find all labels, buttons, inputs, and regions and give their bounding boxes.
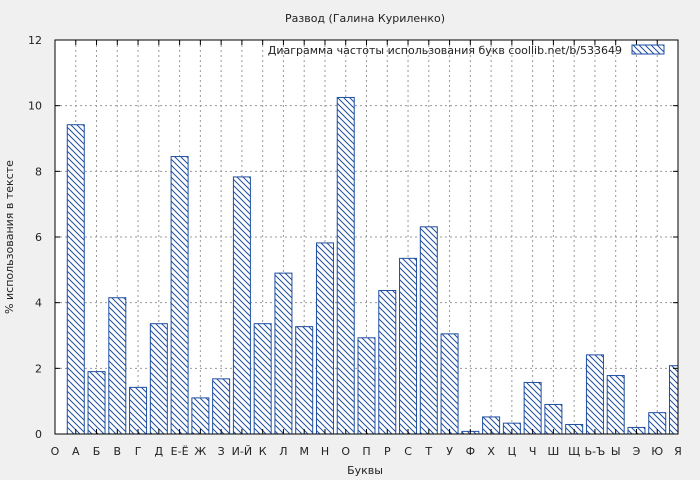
x-tick-label: Ж: [194, 445, 206, 458]
bar: [669, 365, 679, 435]
bar: [253, 323, 272, 435]
x-tick-label: К: [259, 445, 267, 458]
bar: [336, 96, 355, 435]
bar: [440, 333, 459, 435]
x-tick-label: Р: [384, 445, 391, 458]
bar: [129, 386, 148, 435]
x-tick-label: П: [362, 445, 370, 458]
bar: [149, 323, 168, 435]
bar: [378, 290, 397, 435]
x-tick-label: Б: [93, 445, 101, 458]
bar: [108, 297, 127, 435]
y-tick-label: 0: [35, 428, 42, 441]
bars: [66, 96, 679, 435]
x-tick-label: О: [51, 445, 60, 458]
x-tick-label: У: [446, 445, 453, 458]
x-axis-label: Буквы: [347, 464, 383, 477]
x-tick-label: М: [299, 445, 309, 458]
bar: [191, 397, 210, 435]
chart-title: Развод (Галина Куриленко): [285, 12, 445, 25]
x-tick-label: Ш: [548, 445, 560, 458]
x-tick-label: Э: [633, 445, 641, 458]
bar: [295, 326, 314, 435]
x-tick-label: Х: [487, 445, 495, 458]
bar: [170, 156, 189, 435]
x-tick-label: Ц: [508, 445, 517, 458]
bar: [274, 272, 293, 435]
bar: [232, 176, 251, 435]
bar: [419, 226, 438, 435]
y-tick-label: 2: [35, 362, 42, 375]
y-axis-label: % использования в тексте: [3, 160, 16, 314]
x-axis: О А Б В Г Д Е-Ё Ж З И-Й К Л М Н О П Р С Т У Ф Х Ц Ч Ш Щ Ь-Ъ Ы Э Ю Я: [51, 40, 682, 458]
x-tick-label: Ь-Ъ: [585, 445, 606, 458]
x-tick-label: Щ: [568, 445, 580, 458]
bar: [606, 375, 625, 435]
x-tick-label: И-Й: [232, 445, 252, 458]
x-tick-label: Е-Ё: [171, 445, 189, 458]
x-tick-label: Л: [279, 445, 287, 458]
x-tick-label: Ы: [611, 445, 621, 458]
x-tick-label: Я: [674, 445, 682, 458]
x-tick-label: О: [341, 445, 350, 458]
x-tick-label: З: [218, 445, 225, 458]
bar: [399, 257, 418, 435]
x-tick-label: Ф: [466, 445, 475, 458]
x-tick-label: С: [404, 445, 412, 458]
y-tick-label: 12: [28, 34, 42, 47]
legend-swatch: [631, 44, 665, 55]
y-tick-label: 8: [35, 165, 42, 178]
bar: [357, 337, 376, 435]
x-tick-label: Т: [424, 445, 432, 458]
x-tick-label: Н: [321, 445, 329, 458]
bar: [212, 378, 231, 435]
y-axis: 0 2 4 6 8 10 12: [28, 34, 678, 441]
x-tick-label: Ч: [529, 445, 537, 458]
x-tick-label: Д: [155, 445, 164, 458]
legend-label: Диаграмма частоты использования букв coo…: [268, 44, 622, 57]
x-tick-label: А: [72, 445, 80, 458]
y-tick-label: 10: [28, 100, 42, 113]
x-tick-label: Ю: [651, 445, 663, 458]
y-tick-label: 4: [35, 297, 42, 310]
x-tick-label: Г: [135, 445, 142, 458]
bar: [523, 381, 542, 435]
y-tick-label: 6: [35, 231, 42, 244]
bar: [585, 354, 604, 435]
bar: [87, 371, 106, 435]
bar: [66, 124, 85, 435]
legend: Диаграмма частоты использования букв coo…: [268, 44, 665, 57]
x-tick-label: В: [114, 445, 122, 458]
bar: [315, 242, 334, 435]
